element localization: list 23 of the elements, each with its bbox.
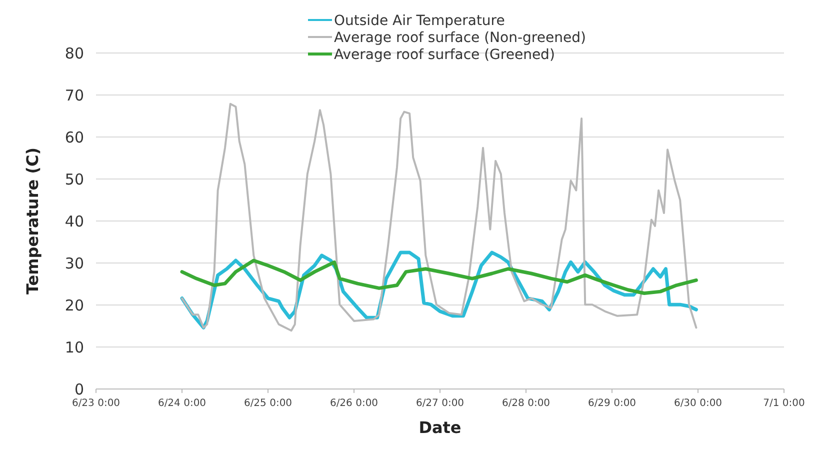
x-tick-label: 6/23 0:00	[72, 398, 120, 409]
y-tick-label: 30	[64, 254, 84, 272]
y-tick-label: 80	[64, 44, 84, 62]
y-axis-title: Temperature (C)	[23, 147, 42, 295]
y-tick-label: 20	[64, 296, 84, 314]
y-tick-label: 50	[64, 170, 84, 188]
x-tick-label: 6/30 0:00	[674, 398, 722, 409]
y-tick-label: 70	[64, 86, 84, 104]
legend-label: Average roof surface (Greened)	[334, 46, 555, 63]
y-tick-label: 40	[64, 212, 84, 230]
x-tick-label: 6/27 0:00	[416, 398, 464, 409]
x-tick-label: 6/25 0:00	[244, 398, 292, 409]
y-tick-label: 10	[64, 338, 84, 356]
x-tick-label: 6/28 0:00	[502, 398, 550, 409]
y-tick-label: 60	[64, 128, 84, 146]
x-axis-title: Date	[418, 418, 462, 437]
legend-label: Outside Air Temperature	[334, 12, 505, 29]
x-tick-label: 6/24 0:00	[158, 398, 206, 409]
x-tick-label: 7/1 0:00	[763, 398, 805, 409]
y-tick-label: 0	[74, 380, 84, 398]
legend-label: Average roof surface (Non-greened)	[334, 30, 586, 46]
x-tick-label: 6/26 0:00	[330, 398, 378, 409]
x-tick-label: 6/29 0:00	[588, 398, 636, 409]
